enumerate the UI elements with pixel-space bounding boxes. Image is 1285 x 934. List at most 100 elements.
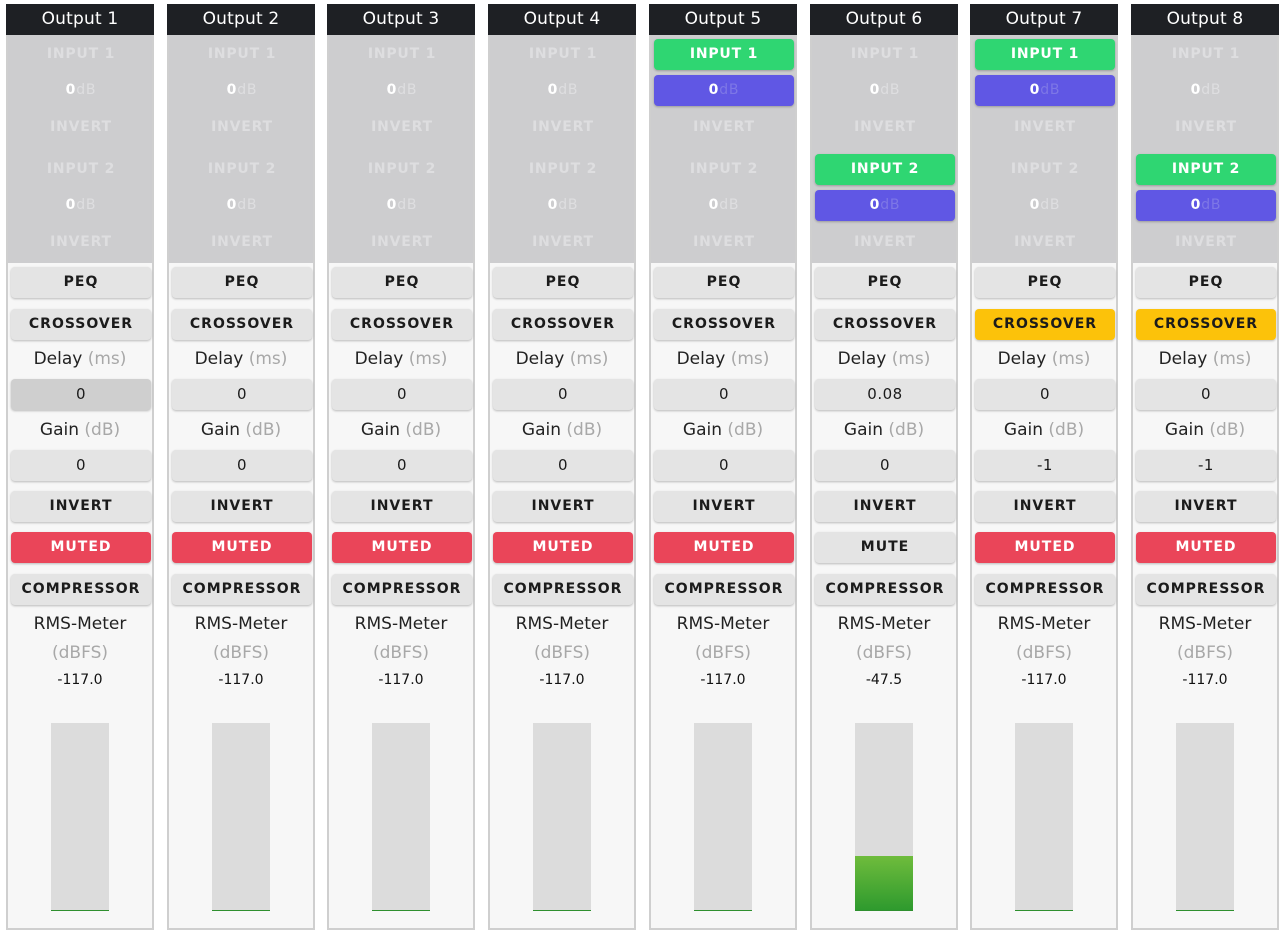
input-1-invert[interactable]: INVERT xyxy=(211,119,273,135)
delay-field[interactable]: 0 xyxy=(975,379,1115,410)
gain-field[interactable]: 0 xyxy=(815,450,955,481)
input-1-invert[interactable]: INVERT xyxy=(1175,119,1237,135)
delay-field[interactable]: 0 xyxy=(654,379,794,410)
invert-button[interactable]: INVERT xyxy=(332,491,472,522)
input-2-gain[interactable]: 0dB xyxy=(815,190,955,221)
input-2-invert[interactable]: INVERT xyxy=(211,234,273,250)
peq-button[interactable]: PEQ xyxy=(11,267,151,298)
input-1-invert[interactable]: INVERT xyxy=(50,119,112,135)
mute-button[interactable]: MUTED xyxy=(332,532,472,563)
invert-button[interactable]: INVERT xyxy=(815,491,955,522)
invert-button[interactable]: INVERT xyxy=(493,491,633,522)
input-1-toggle[interactable]: INPUT 1 xyxy=(207,46,277,62)
input-1-toggle[interactable]: INPUT 1 xyxy=(850,46,920,62)
delay-field[interactable]: 0 xyxy=(172,379,312,410)
gain-field[interactable]: 0 xyxy=(332,450,472,481)
delay-field[interactable]: 0 xyxy=(1136,379,1276,410)
input-2-gain[interactable]: 0dB xyxy=(975,190,1115,221)
delay-field[interactable]: 0 xyxy=(493,379,633,410)
delay-field[interactable]: 0 xyxy=(332,379,472,410)
input-2-invert[interactable]: INVERT xyxy=(50,234,112,250)
mute-button[interactable]: MUTED xyxy=(1136,532,1276,563)
input-1-gain[interactable]: 0dB xyxy=(1136,75,1276,106)
input-2-invert[interactable]: INVERT xyxy=(532,234,594,250)
input-2-toggle[interactable]: INPUT 2 xyxy=(689,161,759,177)
compressor-button[interactable]: COMPRESSOR xyxy=(11,574,151,605)
input-2-invert[interactable]: INVERT xyxy=(371,234,433,250)
input-2-toggle[interactable]: INPUT 2 xyxy=(367,161,437,177)
input-2-gain[interactable]: 0dB xyxy=(654,190,794,221)
input-1-gain[interactable]: 0dB xyxy=(11,75,151,106)
crossover-button[interactable]: CROSSOVER xyxy=(1136,309,1276,340)
input-1-toggle[interactable]: INPUT 1 xyxy=(654,39,794,70)
peq-button[interactable]: PEQ xyxy=(654,267,794,298)
mute-button[interactable]: MUTED xyxy=(975,532,1115,563)
input-2-invert[interactable]: INVERT xyxy=(1175,234,1237,250)
mute-button[interactable]: MUTED xyxy=(654,532,794,563)
peq-button[interactable]: PEQ xyxy=(1136,267,1276,298)
delay-field[interactable]: 0 xyxy=(11,379,151,410)
input-2-invert[interactable]: INVERT xyxy=(1014,234,1076,250)
input-1-invert[interactable]: INVERT xyxy=(532,119,594,135)
peq-button[interactable]: PEQ xyxy=(975,267,1115,298)
compressor-button[interactable]: COMPRESSOR xyxy=(493,574,633,605)
mute-button[interactable]: MUTE xyxy=(815,532,955,563)
input-1-invert[interactable]: INVERT xyxy=(854,119,916,135)
delay-field[interactable]: 0.08 xyxy=(815,379,955,410)
gain-field[interactable]: 0 xyxy=(172,450,312,481)
input-2-toggle[interactable]: INPUT 2 xyxy=(1136,154,1276,185)
crossover-button[interactable]: CROSSOVER xyxy=(815,309,955,340)
input-1-gain[interactable]: 0dB xyxy=(172,75,312,106)
gain-field[interactable]: 0 xyxy=(493,450,633,481)
peq-button[interactable]: PEQ xyxy=(332,267,472,298)
input-1-gain[interactable]: 0dB xyxy=(815,75,955,106)
mute-button[interactable]: MUTED xyxy=(493,532,633,563)
compressor-button[interactable]: COMPRESSOR xyxy=(815,574,955,605)
input-2-gain[interactable]: 0dB xyxy=(332,190,472,221)
input-2-toggle[interactable]: INPUT 2 xyxy=(1010,161,1080,177)
input-2-gain[interactable]: 0dB xyxy=(493,190,633,221)
input-1-toggle[interactable]: INPUT 1 xyxy=(1171,46,1241,62)
mute-button[interactable]: MUTED xyxy=(172,532,312,563)
invert-button[interactable]: INVERT xyxy=(11,491,151,522)
gain-field[interactable]: -1 xyxy=(1136,450,1276,481)
compressor-button[interactable]: COMPRESSOR xyxy=(654,574,794,605)
input-1-invert[interactable]: INVERT xyxy=(1014,119,1076,135)
input-2-toggle[interactable]: INPUT 2 xyxy=(815,154,955,185)
input-1-invert[interactable]: INVERT xyxy=(371,119,433,135)
invert-button[interactable]: INVERT xyxy=(1136,491,1276,522)
input-2-gain[interactable]: 0dB xyxy=(1136,190,1276,221)
input-1-gain[interactable]: 0dB xyxy=(975,75,1115,106)
input-1-gain[interactable]: 0dB xyxy=(493,75,633,106)
input-1-toggle[interactable]: INPUT 1 xyxy=(975,39,1115,70)
input-1-toggle[interactable]: INPUT 1 xyxy=(46,46,116,62)
compressor-button[interactable]: COMPRESSOR xyxy=(975,574,1115,605)
mute-button[interactable]: MUTED xyxy=(11,532,151,563)
input-1-gain[interactable]: 0dB xyxy=(654,75,794,106)
peq-button[interactable]: PEQ xyxy=(493,267,633,298)
peq-button[interactable]: PEQ xyxy=(172,267,312,298)
crossover-button[interactable]: CROSSOVER xyxy=(11,309,151,340)
input-2-toggle[interactable]: INPUT 2 xyxy=(207,161,277,177)
gain-field[interactable]: 0 xyxy=(654,450,794,481)
crossover-button[interactable]: CROSSOVER xyxy=(654,309,794,340)
crossover-button[interactable]: CROSSOVER xyxy=(975,309,1115,340)
peq-button[interactable]: PEQ xyxy=(815,267,955,298)
input-1-invert[interactable]: INVERT xyxy=(693,119,755,135)
input-1-toggle[interactable]: INPUT 1 xyxy=(367,46,437,62)
gain-field[interactable]: 0 xyxy=(11,450,151,481)
input-2-invert[interactable]: INVERT xyxy=(854,234,916,250)
input-1-toggle[interactable]: INPUT 1 xyxy=(528,46,598,62)
input-2-toggle[interactable]: INPUT 2 xyxy=(46,161,116,177)
input-2-gain[interactable]: 0dB xyxy=(172,190,312,221)
invert-button[interactable]: INVERT xyxy=(975,491,1115,522)
input-2-invert[interactable]: INVERT xyxy=(693,234,755,250)
invert-button[interactable]: INVERT xyxy=(654,491,794,522)
invert-button[interactable]: INVERT xyxy=(172,491,312,522)
input-2-gain[interactable]: 0dB xyxy=(11,190,151,221)
gain-field[interactable]: -1 xyxy=(975,450,1115,481)
crossover-button[interactable]: CROSSOVER xyxy=(493,309,633,340)
compressor-button[interactable]: COMPRESSOR xyxy=(332,574,472,605)
crossover-button[interactable]: CROSSOVER xyxy=(332,309,472,340)
compressor-button[interactable]: COMPRESSOR xyxy=(172,574,312,605)
